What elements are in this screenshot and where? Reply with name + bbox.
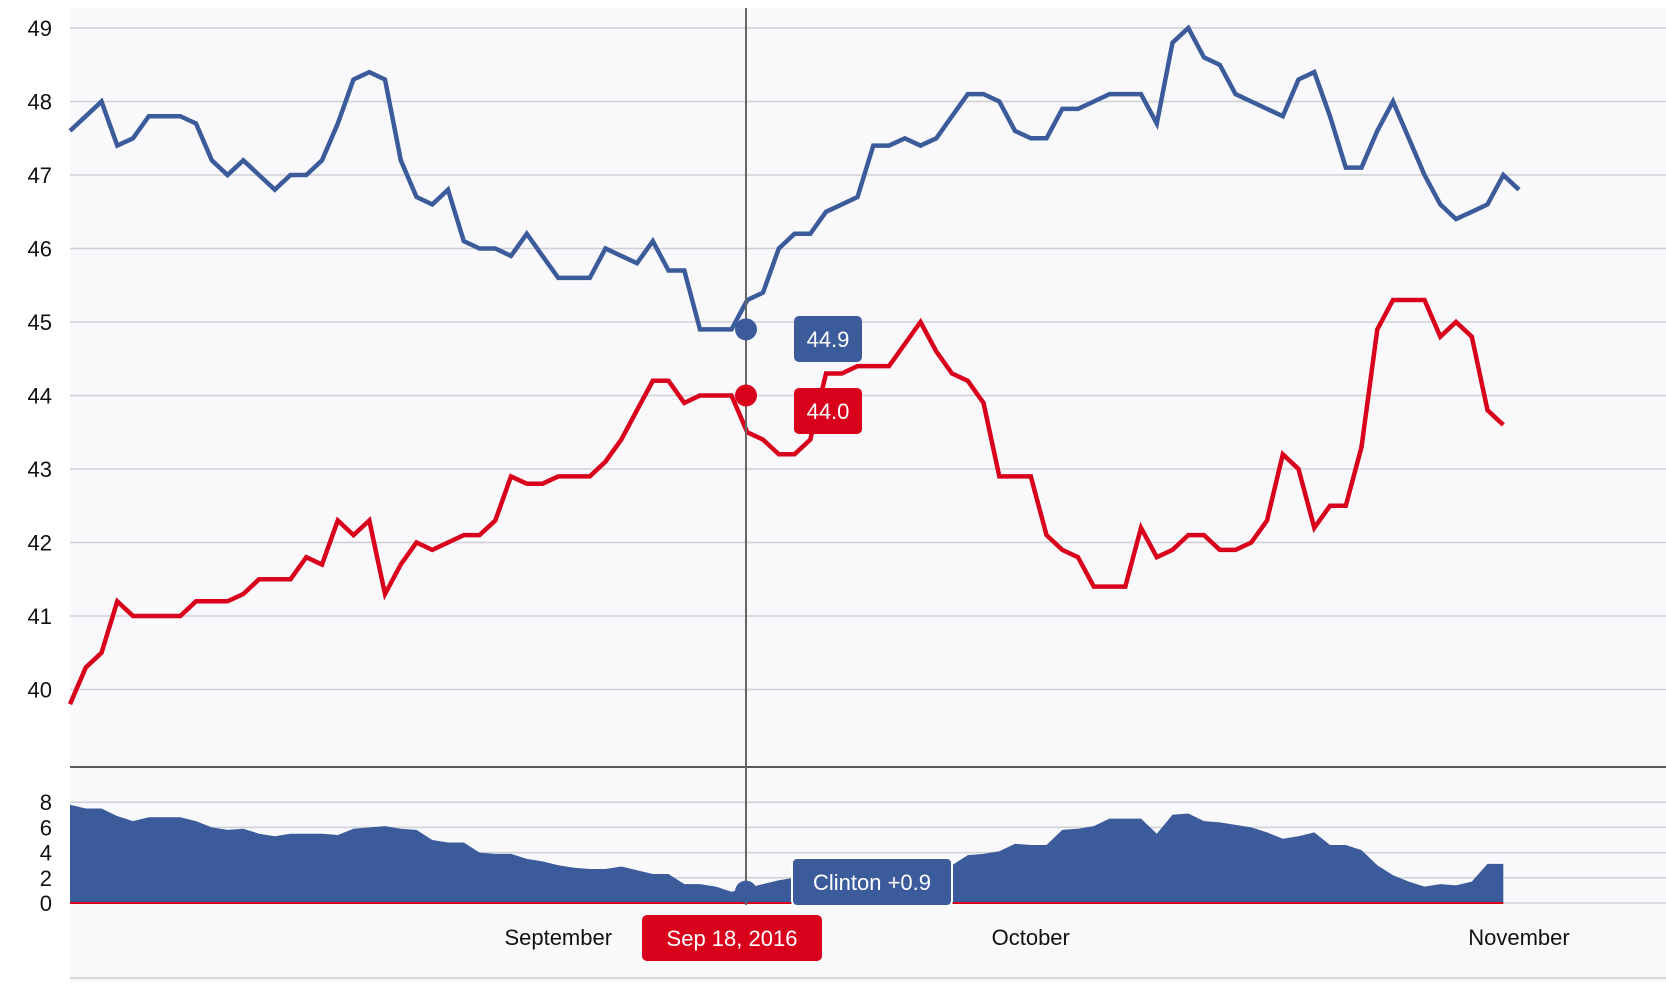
main-y-tick-label: 45 xyxy=(28,310,52,335)
main-y-tick-label: 46 xyxy=(28,237,52,262)
lead-y-tick-label: 2 xyxy=(40,866,52,891)
main-y-tick-label: 42 xyxy=(28,531,52,556)
clinton-value-label: 44.9 xyxy=(794,316,862,362)
lead-area-layer xyxy=(70,804,1504,904)
hover-layer: 44.9 44.0 Clinton +0.9 Sep 18, 2016 xyxy=(642,316,953,961)
hover-date-label-box xyxy=(642,915,822,961)
lead-y-tick-label: 8 xyxy=(40,790,52,815)
x-tick-label: October xyxy=(992,925,1070,950)
lead-hover-marker xyxy=(735,880,757,903)
clinton-lead-area xyxy=(70,804,1504,903)
clinton-hover-marker xyxy=(735,318,757,341)
hover-date-label: Sep 18, 2016 xyxy=(642,915,822,961)
clinton-value-label-text: 44.9 xyxy=(807,327,850,352)
main-y-tick-label: 40 xyxy=(28,678,52,703)
main-y-tick-label: 43 xyxy=(28,457,52,482)
main-y-tick-label: 47 xyxy=(28,163,52,188)
hover-date-label-text: Sep 18, 2016 xyxy=(667,926,798,951)
clinton-value-label-box xyxy=(794,316,862,362)
trump-line[interactable] xyxy=(67,297,1505,706)
trump-value-label-box xyxy=(794,388,862,434)
x-tick-label: November xyxy=(1468,925,1569,950)
main-gridlines xyxy=(70,27,1666,691)
trump-value-label-text: 44.0 xyxy=(807,399,850,424)
main-y-tick-label: 44 xyxy=(28,384,52,409)
x-tick-label: September xyxy=(504,925,612,950)
lead-y-tick-label: 4 xyxy=(40,841,52,866)
clinton-line[interactable] xyxy=(68,24,1521,332)
main-y-axis-ticks: 40 41 42 43 44 45 46 47 48 49 xyxy=(28,16,52,703)
main-y-tick-label: 49 xyxy=(28,16,52,41)
series-layer xyxy=(67,24,1521,706)
trump-hover-marker xyxy=(735,384,757,407)
lead-y-tick-label: 0 xyxy=(40,891,52,916)
x-axis-strip xyxy=(0,896,70,982)
main-y-tick-label: 48 xyxy=(28,90,52,115)
x-axis-ticks: September October November xyxy=(504,925,1569,950)
lead-value-label-box xyxy=(791,857,953,907)
main-y-tick-label: 41 xyxy=(28,604,52,629)
trump-value-label: 44.0 xyxy=(794,388,862,434)
lead-value-label-text: Clinton +0.9 xyxy=(813,870,931,895)
lead-y-tick-label: 6 xyxy=(40,815,52,840)
lead-value-label: Clinton +0.9 xyxy=(791,857,953,907)
